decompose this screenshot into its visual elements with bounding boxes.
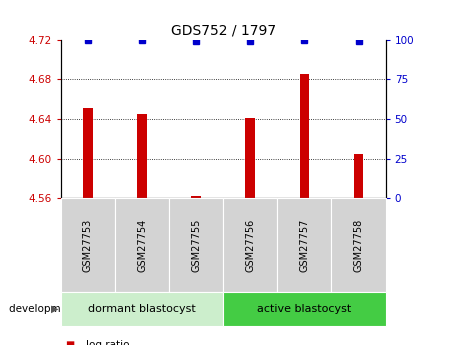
Bar [83,108,93,198]
Bar [354,154,364,198]
Text: active blastocyst: active blastocyst [258,304,351,314]
Text: ■: ■ [65,340,75,345]
Text: dormant blastocyst: dormant blastocyst [88,304,196,314]
Bar [245,118,255,198]
Text: log ratio: log ratio [86,340,129,345]
Text: GSM27753: GSM27753 [83,218,93,272]
Text: GSM27757: GSM27757 [299,218,309,272]
Text: GSM27754: GSM27754 [137,218,147,272]
Title: GDS752 / 1797: GDS752 / 1797 [170,23,276,37]
Text: GSM27758: GSM27758 [354,218,364,272]
Text: ▶: ▶ [51,304,59,314]
Bar [191,196,201,198]
Text: development stage: development stage [9,304,110,314]
Bar [137,114,147,198]
Bar [299,75,309,198]
Text: GSM27756: GSM27756 [245,218,255,272]
Text: GSM27755: GSM27755 [191,218,201,272]
